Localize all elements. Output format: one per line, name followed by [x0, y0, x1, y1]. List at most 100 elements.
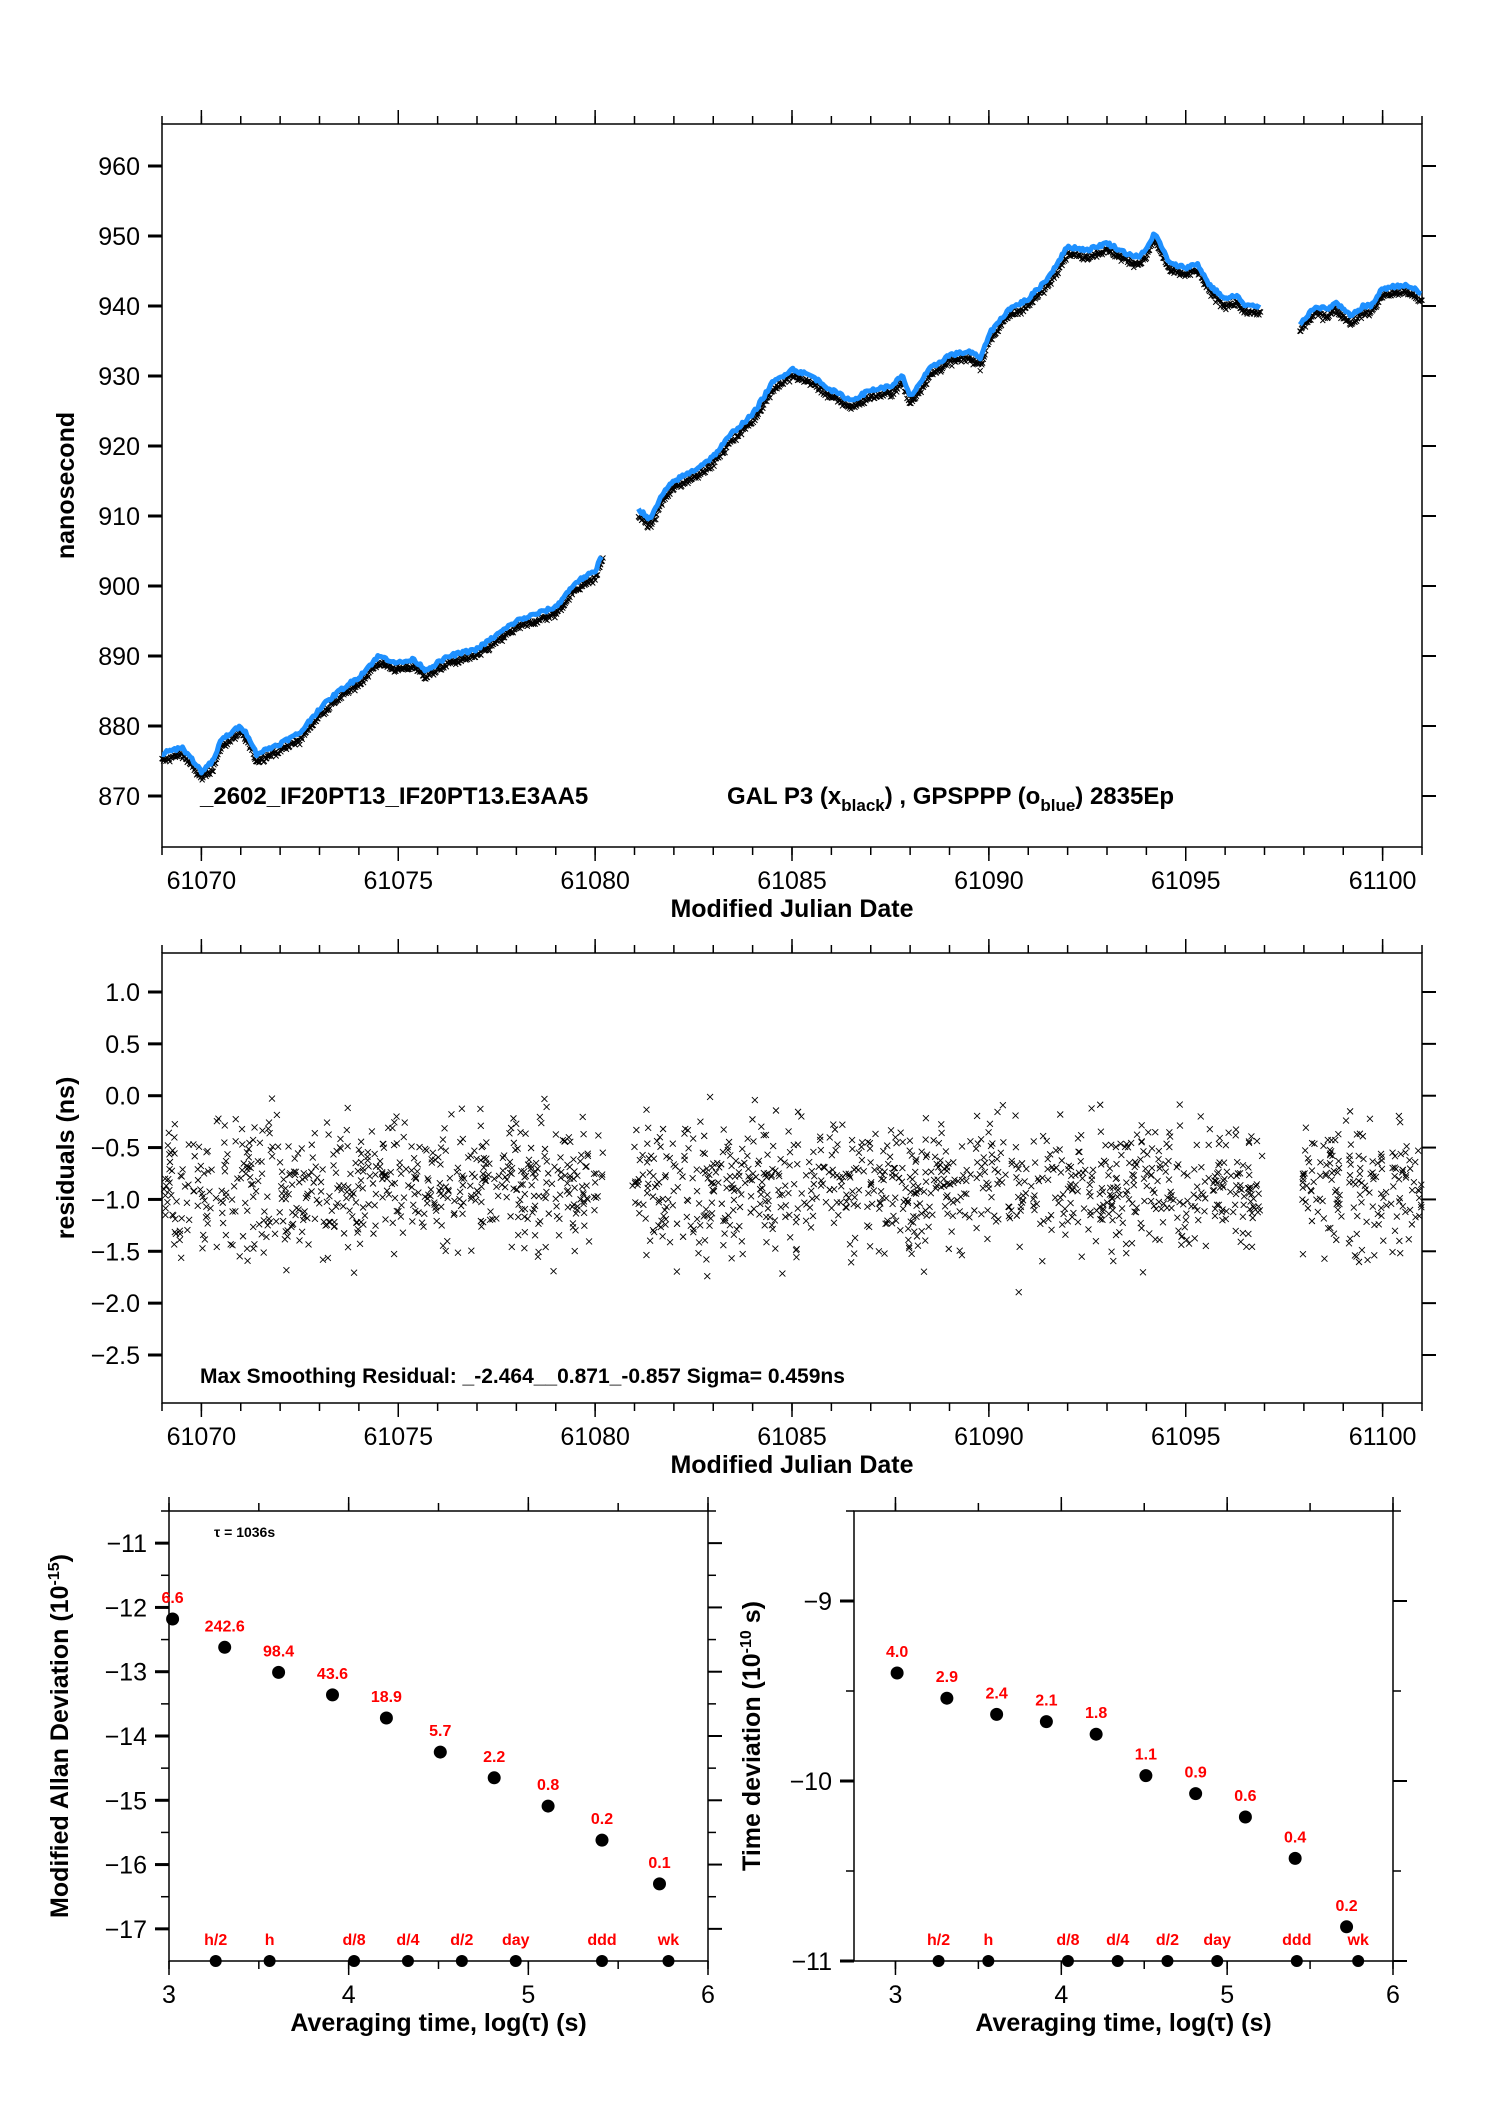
- residual-x-point: [311, 1215, 319, 1223]
- residual-x-point: [1389, 1149, 1396, 1156]
- residual-x-point: [228, 1196, 236, 1203]
- residual-x-point: [171, 1228, 179, 1236]
- residual-x-point: [294, 1150, 302, 1157]
- tdev-data-point: [990, 1707, 1004, 1721]
- residual-x-point: [412, 1174, 420, 1181]
- mdev-x-tick-label: 4: [342, 1981, 356, 2009]
- residual-x-point: [313, 1174, 321, 1182]
- residual-x-point: [501, 1183, 509, 1191]
- residual-x-point: [472, 1197, 479, 1204]
- residual-x-point: [397, 1170, 405, 1178]
- mdev-data-point: [652, 1877, 666, 1891]
- residual-x-point: [1245, 1138, 1253, 1145]
- time-series-x-tick-label: 61100: [1349, 867, 1417, 895]
- residual-x-point: [922, 1178, 930, 1186]
- mdev-y-tick-label: −15: [105, 1787, 147, 1815]
- residual-x-point: [951, 1176, 958, 1184]
- black-x-point: [1030, 299, 1036, 306]
- residual-x-point: [768, 1172, 776, 1179]
- residual-x-point: [922, 1114, 930, 1122]
- residual-x-point: [232, 1207, 239, 1215]
- residual-x-point: [1396, 1249, 1404, 1257]
- residual-x-point: [649, 1226, 657, 1234]
- residual-x-point: [703, 1165, 711, 1172]
- residual-x-point: [1383, 1201, 1390, 1209]
- residual-x-point: [425, 1177, 432, 1184]
- residual-x-point: [884, 1160, 892, 1168]
- residual-x-point: [1378, 1165, 1386, 1173]
- residual-x-point: [940, 1182, 948, 1189]
- residual-x-point: [902, 1184, 909, 1192]
- mdev-interval-marker: [263, 1955, 276, 1967]
- residual-x-point: [323, 1221, 331, 1229]
- residual-x-point: [1138, 1121, 1146, 1129]
- residual-x-point: [891, 1164, 899, 1172]
- residual-x-point: [635, 1200, 642, 1208]
- blue-series-line: [161, 555, 604, 776]
- residual-x-point: [541, 1145, 549, 1153]
- residual-x-point: [1109, 1257, 1117, 1265]
- residual-x-point: [793, 1253, 800, 1261]
- black-x-point: [1063, 257, 1069, 263]
- residual-x-point: [693, 1166, 701, 1173]
- time-series-frame: [161, 123, 1423, 848]
- residual-x-point: [1099, 1207, 1107, 1215]
- residual-x-point: [889, 1169, 896, 1177]
- residual-x-point: [572, 1210, 580, 1217]
- residual-x-point: [371, 1201, 379, 1209]
- residual-x-point: [1324, 1224, 1332, 1232]
- residual-x-point: [583, 1182, 590, 1189]
- residual-x-point: [1015, 1288, 1023, 1296]
- residual-x-point: [1072, 1171, 1079, 1179]
- residual-x-point: [1370, 1252, 1378, 1259]
- residual-x-point: [521, 1228, 529, 1236]
- residual-x-point: [905, 1244, 913, 1252]
- residual-x-point: [908, 1152, 916, 1159]
- residual-x-point: [322, 1222, 329, 1229]
- residual-x-point: [1156, 1236, 1163, 1244]
- residual-x-point: [690, 1226, 697, 1233]
- residual-x-point: [930, 1137, 937, 1144]
- residual-x-point: [720, 1241, 727, 1249]
- residual-x-point: [1415, 1194, 1423, 1202]
- residual-x-point: [508, 1164, 516, 1172]
- residual-x-point: [868, 1200, 876, 1208]
- residual-x-point: [1005, 1203, 1012, 1211]
- residual-x-point: [683, 1213, 691, 1221]
- residual-x-point: [741, 1179, 749, 1187]
- residual-x-point: [673, 1268, 681, 1275]
- residual-x-point: [1131, 1208, 1138, 1215]
- residual-x-point: [994, 1215, 1002, 1223]
- residual-x-point: [960, 1172, 967, 1179]
- residual-x-point: [595, 1132, 602, 1139]
- residual-x-point: [428, 1159, 436, 1166]
- residual-x-point: [976, 1171, 984, 1178]
- mdev-interval-marker: [401, 1955, 414, 1967]
- residual-x-point: [909, 1219, 917, 1226]
- residual-x-point: [1399, 1166, 1407, 1174]
- black-x-point: [1059, 262, 1065, 269]
- residual-x-point: [910, 1228, 918, 1235]
- residual-x-point: [1333, 1186, 1340, 1194]
- mdev-x-tick-label: 3: [162, 1981, 176, 2009]
- residual-x-point: [1371, 1221, 1378, 1229]
- residual-x-point: [1412, 1213, 1419, 1221]
- residual-x-point: [477, 1105, 484, 1113]
- time-series-xlabel: Modified Julian Date: [670, 895, 913, 923]
- residual-x-point: [1342, 1117, 1350, 1124]
- residual-x-point: [357, 1150, 365, 1158]
- mdev-interval-label: ddd: [587, 1932, 616, 1949]
- residual-x-point: [309, 1154, 317, 1161]
- residual-x-point: [781, 1182, 789, 1189]
- residual-x-point: [229, 1208, 236, 1215]
- residual-x-point: [323, 1119, 331, 1126]
- residual-x-point: [685, 1145, 692, 1152]
- residual-x-point: [458, 1105, 466, 1112]
- residual-x-point: [1324, 1136, 1332, 1144]
- residual-x-point: [183, 1199, 191, 1207]
- residual-x-point: [1018, 1199, 1026, 1206]
- residual-x-point: [1397, 1150, 1405, 1158]
- residual-x-point: [905, 1236, 912, 1244]
- residual-x-point: [925, 1223, 932, 1231]
- residual-x-point: [656, 1133, 664, 1141]
